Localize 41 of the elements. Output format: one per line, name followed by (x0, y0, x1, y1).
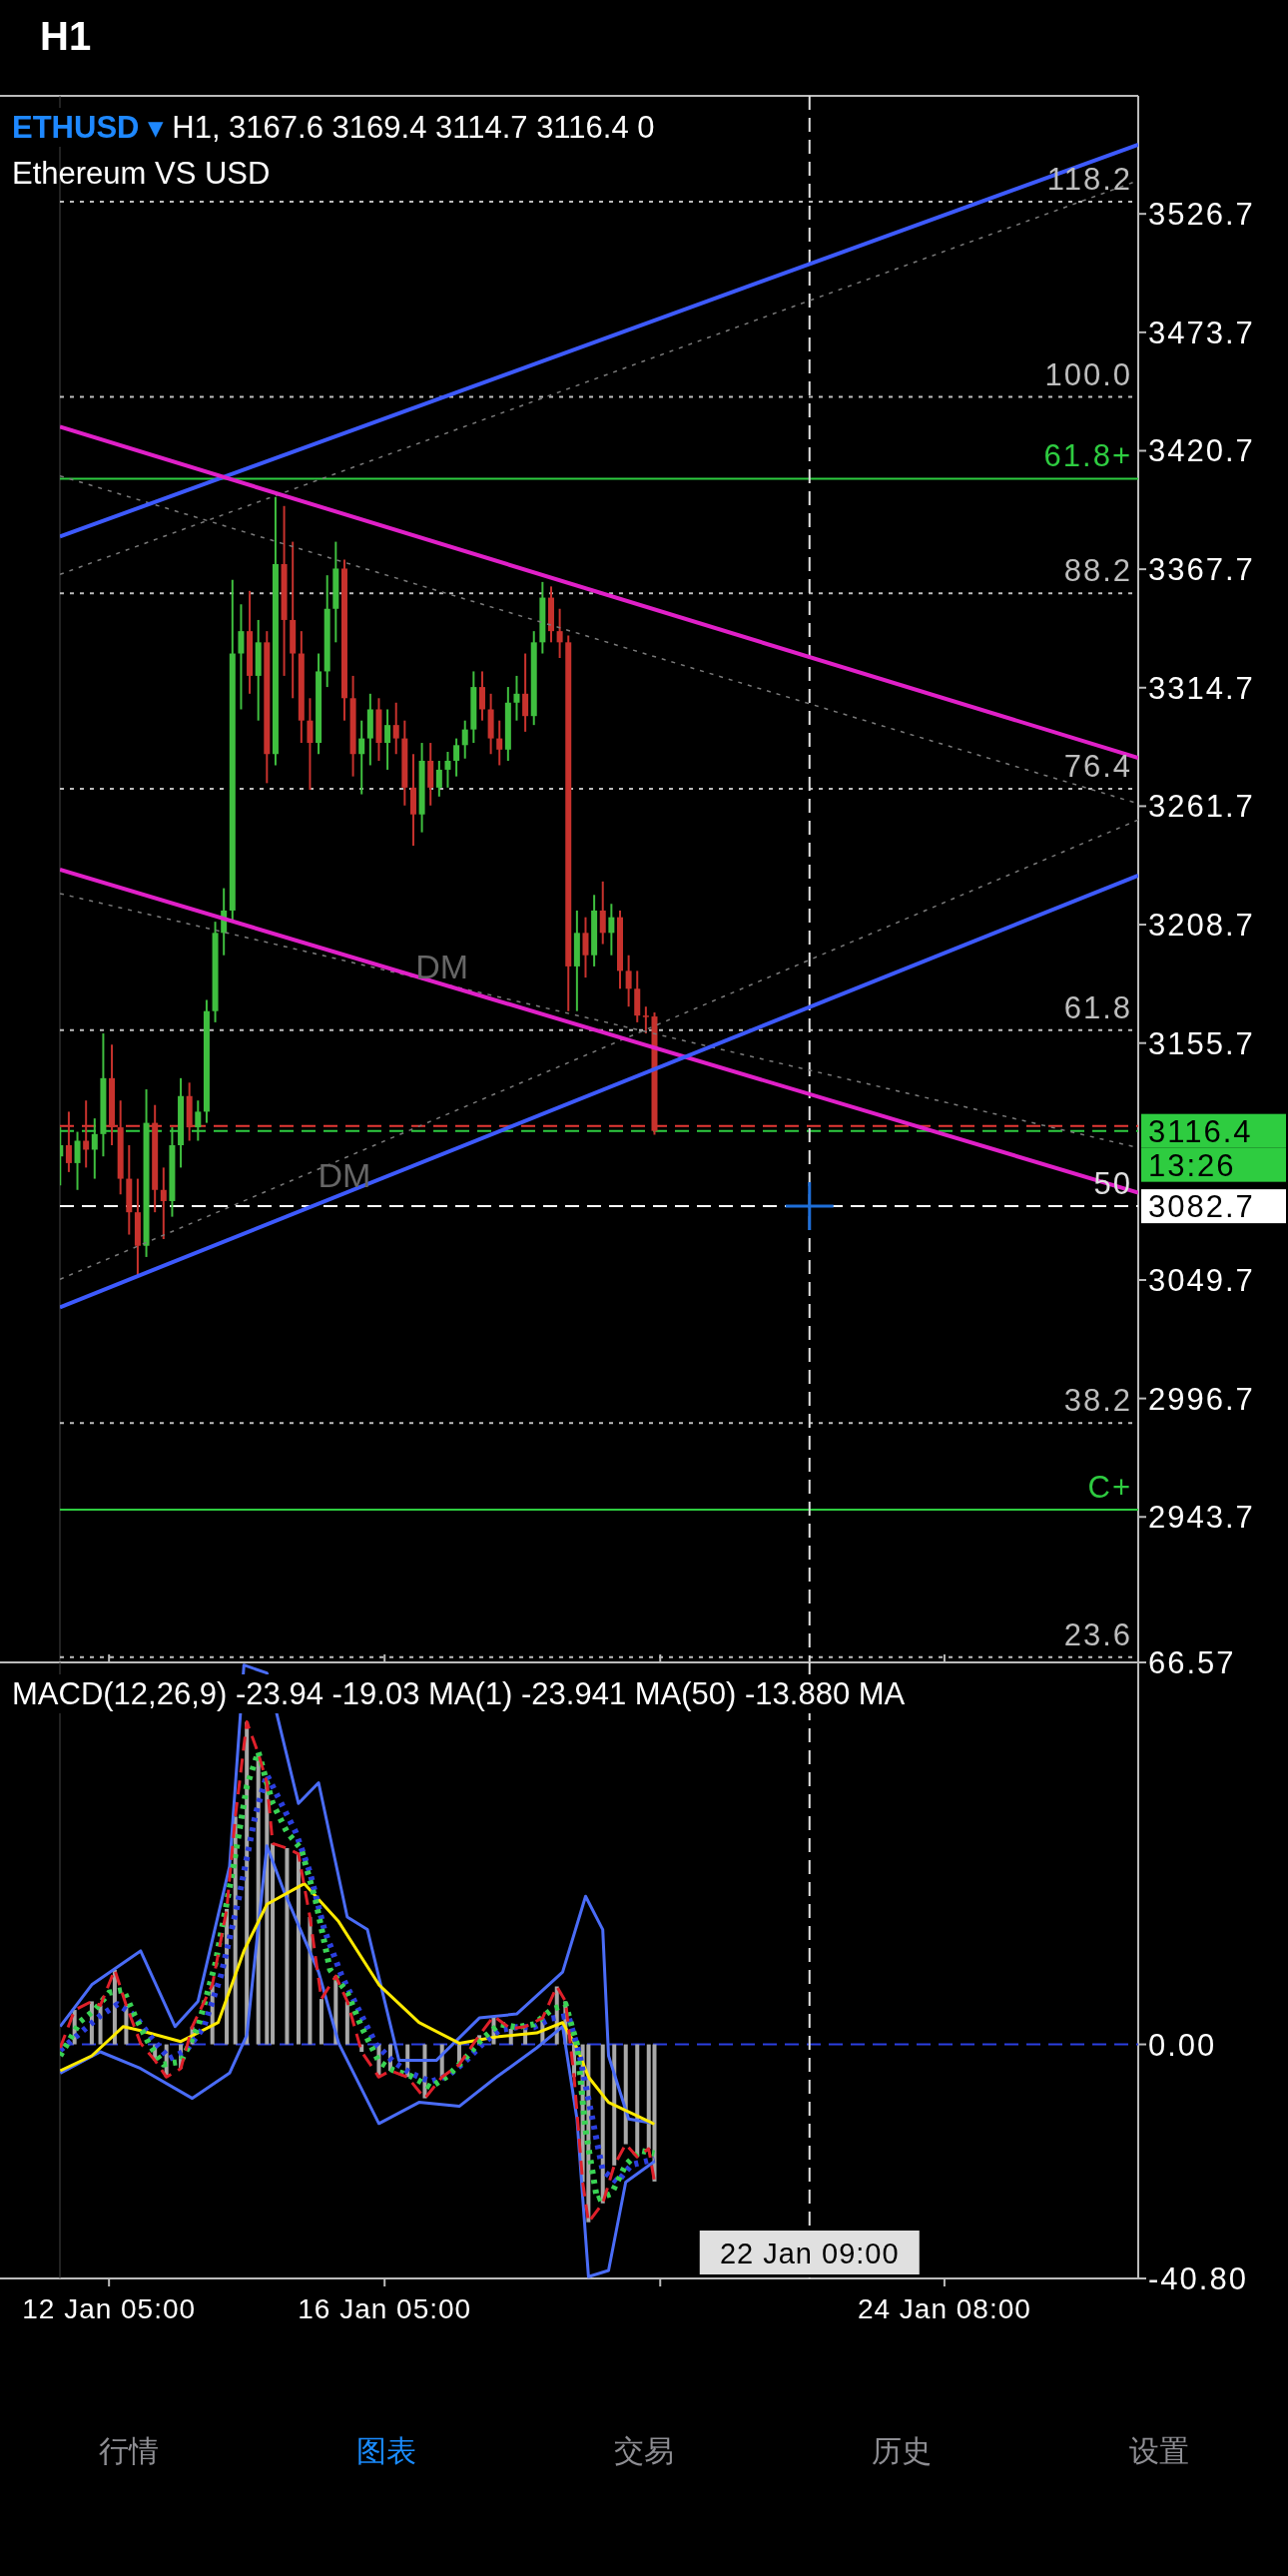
x-tick-label: 24 Jan 08:00 (857, 2293, 1031, 2324)
text: MACD(12,26,9) -23.94 -19.03 MA(1) -23.941 MA(50) -13.880 MA (12, 1676, 906, 1711)
annotation: C+ (1087, 1470, 1132, 1506)
text: 行情 (99, 2434, 159, 2467)
annotation: 61.8 (1063, 989, 1132, 1025)
y-tick-label: 3314.7 (1148, 670, 1255, 706)
y-tick-label: 2996.7 (1148, 1381, 1255, 1417)
y-tick-label: 0.00 (1148, 2027, 1217, 2063)
y-tick-label: 3420.7 (1148, 433, 1255, 469)
y-tick-label: 3155.7 (1148, 1025, 1255, 1061)
ref-line-label: 3116.4 (1148, 1113, 1253, 1149)
annotation: 23.6 (1063, 1616, 1132, 1652)
text: 13:26 (1148, 1147, 1236, 1183)
annotation: 76.4 (1063, 748, 1132, 784)
annotation: 38.2 (1063, 1383, 1132, 1419)
y-tick-label: 3526.7 (1148, 197, 1255, 233)
annotation: DM (415, 947, 469, 985)
y-tick-label: 3367.7 (1148, 552, 1255, 588)
text: Ethereum VS USD (12, 156, 271, 191)
ref-line-label: 3082.7 (1148, 1189, 1255, 1225)
annotation: 88.2 (1063, 553, 1132, 589)
y-tick-label: -40.80 (1148, 2261, 1248, 2296)
text: ETHUSD ▾ H1, 3167.6 3169.4 3114.7 3116.4 0 (12, 110, 655, 145)
text: 交易 (614, 2434, 674, 2467)
annotation: 61.8+ (1043, 438, 1132, 474)
y-tick-label: 2943.7 (1148, 1500, 1255, 1536)
ref-line-label: 22 Jan 09:00 (719, 2238, 900, 2269)
text: 设置 (1129, 2434, 1189, 2467)
annotation: 100.0 (1044, 356, 1132, 392)
text: H1 (40, 14, 92, 58)
x-tick-label: 16 Jan 05:00 (298, 2293, 472, 2324)
text: 图表 (356, 2434, 416, 2467)
x-tick-label: 12 Jan 05:00 (22, 2293, 197, 2324)
annotation: DM (318, 1156, 371, 1195)
text: 历史 (872, 2434, 932, 2467)
y-tick-label: 3473.7 (1148, 315, 1255, 350)
annotation: 118.2 (1046, 161, 1132, 197)
y-tick-label: 66.57 (1148, 1645, 1236, 1680)
y-tick-label: 3049.7 (1148, 1262, 1255, 1298)
y-tick-label: 3208.7 (1148, 908, 1255, 944)
y-tick-label: 3261.7 (1148, 789, 1255, 825)
